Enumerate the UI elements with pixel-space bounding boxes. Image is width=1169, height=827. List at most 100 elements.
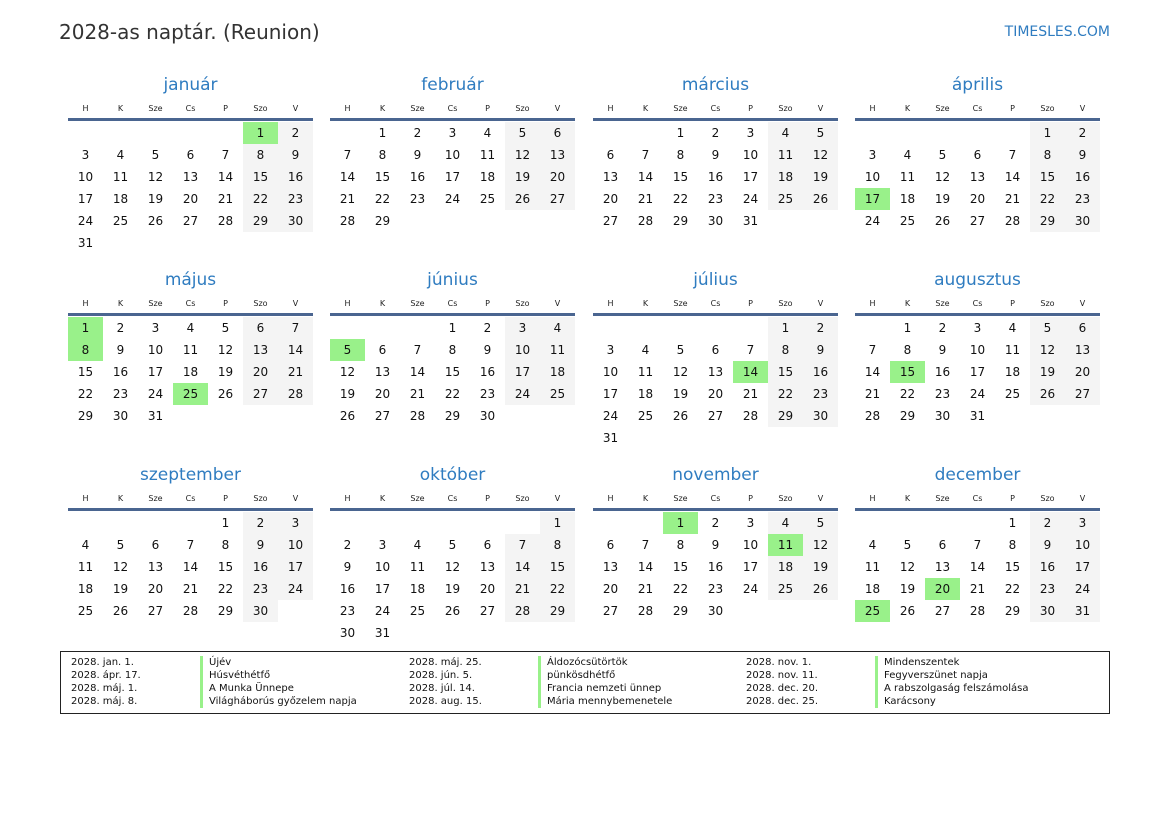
empty-cell xyxy=(365,512,400,534)
day: 21 xyxy=(864,387,881,401)
month-name: július xyxy=(693,270,738,290)
day: 27 xyxy=(479,604,496,618)
day: 3 xyxy=(81,148,90,162)
weekday-header: H K Sze Cs P Szo V xyxy=(855,488,1100,511)
day: 27 xyxy=(243,383,278,405)
weekday-label: Sze xyxy=(935,493,950,503)
weekday-label: Sze xyxy=(673,493,688,503)
holiday-day: 25 xyxy=(173,383,208,405)
day: 9 xyxy=(1030,534,1065,556)
day: 2 xyxy=(711,126,720,140)
weekday-label: Cs xyxy=(710,493,721,503)
day: 6 xyxy=(973,148,982,162)
month-2: február H K Sze Cs P Szo V 1 2 3 4 5 6 7 8 9 10 11 12 13 14 15… xyxy=(330,72,575,232)
day: 20 xyxy=(147,582,164,596)
legend-column: 2028. jan. 1. Újév 2028. ápr. 17. Húsvéthét… xyxy=(71,656,357,708)
day: 10 xyxy=(278,534,313,556)
day: 17 xyxy=(505,361,540,383)
empty-cell xyxy=(890,122,925,144)
day: 12 xyxy=(934,170,951,184)
day: 3 xyxy=(1065,512,1100,534)
day: 17 xyxy=(278,556,313,578)
day: 19 xyxy=(1030,361,1065,383)
month-12: december H K Sze Cs P Szo V 1 2 3 4 5 6 7 8 9 10 11 12 13 14 1… xyxy=(855,462,1100,622)
day: 25 xyxy=(768,188,803,210)
holiday-date: 2028. jan. 1. xyxy=(71,657,134,668)
day: 26 xyxy=(934,214,951,228)
weekday-label: Sze xyxy=(148,298,163,308)
day: 30 xyxy=(707,604,724,618)
holiday-day: 20 xyxy=(925,578,960,600)
day: 30 xyxy=(1065,210,1100,232)
day: 18 xyxy=(637,387,654,401)
day: 10 xyxy=(505,339,540,361)
day: 26 xyxy=(803,578,838,600)
day: 9 xyxy=(711,538,720,552)
brand-link[interactable]: TIMESLES.COM xyxy=(1004,24,1110,40)
day: 19 xyxy=(112,582,129,596)
weekday-label: Cs xyxy=(972,103,983,113)
day: 17 xyxy=(969,365,986,379)
day: 9 xyxy=(243,534,278,556)
day-grid: 1 2 3 4 5 6 7 8 9 10 11 12 13 14 15 16 17 18 19 20 21 22 23 24 2… xyxy=(855,122,1100,232)
holiday-date: 2028. júl. 14. xyxy=(409,683,475,694)
day: 8 xyxy=(676,148,685,162)
month-7: július H K Sze Cs P Szo V 1 2 3 4 5 6 7 8 9 10 11 12 13 14 15 1… xyxy=(593,267,838,449)
day: 19 xyxy=(934,192,951,206)
day: 16 xyxy=(479,365,496,379)
day: 8 xyxy=(448,343,457,357)
holiday-legend: 2028. jan. 1. Újév 2028. ápr. 17. Húsvéthét… xyxy=(60,651,1110,714)
day: 12 xyxy=(505,144,540,166)
day: 21 xyxy=(505,578,540,600)
day: 4 xyxy=(1008,321,1017,335)
day: 29 xyxy=(540,600,575,622)
day: 2 xyxy=(413,126,422,140)
day: 27 xyxy=(602,604,619,618)
day: 21 xyxy=(409,387,426,401)
day: 27 xyxy=(1065,383,1100,405)
empty-cell xyxy=(470,512,505,534)
weekday-label: P xyxy=(748,103,753,113)
empty-cell xyxy=(68,512,103,534)
day: 25 xyxy=(637,409,654,423)
day: 12 xyxy=(112,560,129,574)
holiday-name: A Munka Ünnepe xyxy=(200,682,294,695)
day: 4 xyxy=(903,148,912,162)
weekday-label: V xyxy=(292,298,299,308)
month-9: szeptember H K Sze Cs P Szo V 1 2 3 4 5 6 7 8 9 10 11 12 13 1… xyxy=(68,462,313,622)
day: 4 xyxy=(868,538,877,552)
day: 21 xyxy=(182,582,199,596)
day: 24 xyxy=(969,387,986,401)
day: 1 xyxy=(378,126,387,140)
day-grid: 1 2 3 4 5 6 7 8 9 10 11 12 13 14 15 16 17 18 19 20 21 22 23 24 2… xyxy=(330,317,575,427)
day: 8 xyxy=(221,538,230,552)
empty-cell xyxy=(400,317,435,339)
day: 4 xyxy=(768,122,803,144)
day: 16 xyxy=(278,166,313,188)
day: 19 xyxy=(505,166,540,188)
day: 19 xyxy=(803,166,838,188)
day: 13 xyxy=(540,144,575,166)
legend-column: 2028. nov. 1. Mindenszentek 2028. nov. 11.… xyxy=(746,656,1028,708)
weekday-label: Sze xyxy=(935,103,950,113)
weekday-label: V xyxy=(1079,493,1086,503)
day: 7 xyxy=(973,538,982,552)
day: 13 xyxy=(479,560,496,574)
day: 12 xyxy=(444,560,461,574)
day: 28 xyxy=(637,604,654,618)
holiday-date: 2028. nov. 1. xyxy=(746,657,812,668)
day: 10 xyxy=(969,343,986,357)
day: 8 xyxy=(1030,144,1065,166)
page-title: 2028-as naptár. (Reunion) xyxy=(59,20,320,44)
day: 1 xyxy=(448,321,457,335)
day: 28 xyxy=(278,383,313,405)
day: 27 xyxy=(934,604,951,618)
day: 21 xyxy=(1004,192,1021,206)
weekday-header: H K Sze Cs P Szo V xyxy=(330,488,575,511)
day: 27 xyxy=(374,409,391,423)
holiday-date: 2028. máj. 1. xyxy=(71,683,138,694)
holiday-name: Francia nemzeti ünnep xyxy=(538,682,661,695)
day: 14 xyxy=(217,170,234,184)
empty-cell xyxy=(103,122,138,144)
day: 25 xyxy=(1004,387,1021,401)
